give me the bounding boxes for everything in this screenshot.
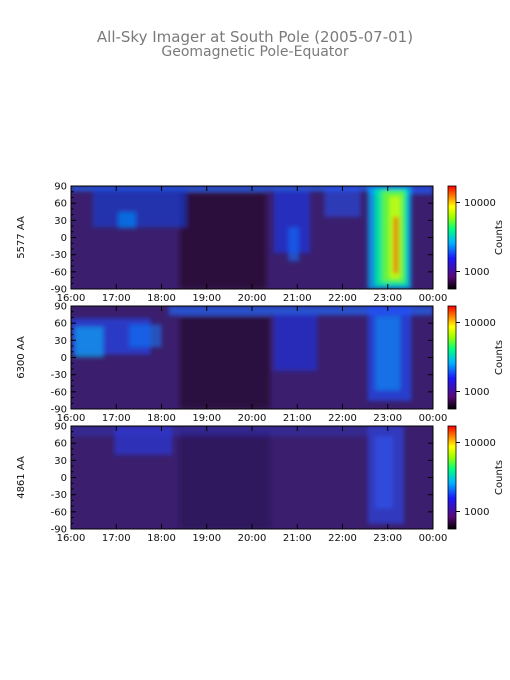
y-tick-label: 30: [54, 216, 67, 227]
x-tick-label: 20:00: [238, 293, 267, 304]
colorbar-tick-label: 1000: [464, 387, 489, 398]
heatmap-texture: [71, 186, 433, 289]
colorbar: [447, 305, 457, 410]
y-tick-label: 60: [54, 199, 67, 210]
y-tick-label: -60: [51, 387, 67, 398]
heatmap-cell: [128, 324, 162, 348]
colorbar-label: Counts: [494, 220, 505, 255]
x-tick-label: 23:00: [373, 413, 402, 424]
heatmap-cell: [179, 431, 271, 529]
colorbar-label: Counts: [494, 460, 505, 495]
y-tick-label: -90: [51, 285, 67, 296]
heatmap-cell: [375, 316, 401, 391]
x-tick-label: 17:00: [102, 293, 131, 304]
y-tick-label: 90: [54, 182, 67, 193]
colorbar-tick-label: 1000: [464, 507, 489, 518]
x-tick-label: 22:00: [328, 533, 357, 544]
y-tick-label: 0: [61, 353, 67, 364]
colorbar: [447, 185, 457, 290]
y-axis-label: 4861 AA: [16, 456, 27, 499]
x-tick-label: 18:00: [147, 533, 176, 544]
y-axis-label: 5577 AA: [16, 216, 27, 259]
heatmap-cell: [324, 186, 361, 217]
heatmap-cell: [393, 216, 399, 274]
y-tick-label: 30: [54, 456, 67, 467]
x-tick-label: 19:00: [192, 533, 221, 544]
heatmap-cell: [179, 316, 271, 409]
y-tick-label: -90: [51, 525, 67, 536]
y-tick-label: -30: [51, 490, 67, 501]
y-tick-label: 0: [61, 233, 67, 244]
x-tick-label: 17:00: [102, 533, 131, 544]
x-tick-label: 21:00: [283, 413, 312, 424]
heatmap-cell: [74, 326, 104, 358]
heatmap-cell: [179, 192, 267, 289]
y-tick-label: -90: [51, 405, 67, 416]
chart-subtitle: Geomagnetic Pole-Equator: [161, 44, 348, 60]
x-tick-label: 21:00: [283, 293, 312, 304]
x-tick-label: 20:00: [238, 533, 267, 544]
heatmap-cell: [168, 306, 433, 316]
x-tick-label: 18:00: [147, 413, 176, 424]
heatmap-cell: [92, 188, 187, 228]
y-tick-label: -60: [51, 507, 67, 518]
x-tick-label: 22:00: [328, 413, 357, 424]
heatmap-texture: [71, 426, 405, 529]
x-tick-label: 17:00: [102, 413, 131, 424]
y-tick-label: -60: [51, 267, 67, 278]
x-tick-label: 19:00: [192, 413, 221, 424]
y-tick-label: 90: [54, 302, 67, 313]
heatmap-cell: [118, 211, 137, 229]
y-tick-label: -30: [51, 250, 67, 261]
colorbar-label: Counts: [494, 340, 505, 375]
x-tick-label: 00:00: [419, 533, 448, 544]
colorbar: [447, 425, 457, 530]
x-tick-label: 23:00: [373, 293, 402, 304]
x-tick-label: 16:00: [57, 293, 86, 304]
x-tick-label: 19:00: [192, 293, 221, 304]
heatmap-texture: [71, 306, 433, 409]
colorbar-tick-label: 10000: [464, 318, 496, 329]
heatmap-cell: [375, 436, 394, 509]
x-tick-label: 00:00: [419, 293, 448, 304]
colorbar-tick-label: 1000: [464, 267, 489, 278]
colorbar-tick-label: 10000: [464, 198, 496, 209]
y-tick-label: -30: [51, 370, 67, 381]
y-tick-label: 60: [54, 439, 67, 450]
x-tick-label: 18:00: [147, 293, 176, 304]
colorbar-tick-label: 10000: [464, 438, 496, 449]
x-tick-label: 16:00: [57, 413, 86, 424]
chart-title: All-Sky Imager at South Pole (2005-07-01…: [97, 28, 413, 46]
y-tick-label: 30: [54, 336, 67, 347]
x-tick-label: 21:00: [283, 533, 312, 544]
y-tick-label: 60: [54, 319, 67, 330]
x-tick-label: 00:00: [419, 413, 448, 424]
x-tick-label: 20:00: [238, 413, 267, 424]
y-axis-label: 6300 AA: [16, 336, 27, 379]
y-tick-label: 0: [61, 473, 67, 484]
heatmap-cell: [273, 314, 318, 371]
x-tick-label: 22:00: [328, 293, 357, 304]
heatmap-cell: [71, 186, 368, 192]
x-tick-label: 23:00: [373, 533, 402, 544]
heatmap-cell: [71, 426, 368, 437]
x-tick-label: 16:00: [57, 533, 86, 544]
y-tick-label: 90: [54, 422, 67, 433]
heatmap-cell: [288, 227, 300, 262]
